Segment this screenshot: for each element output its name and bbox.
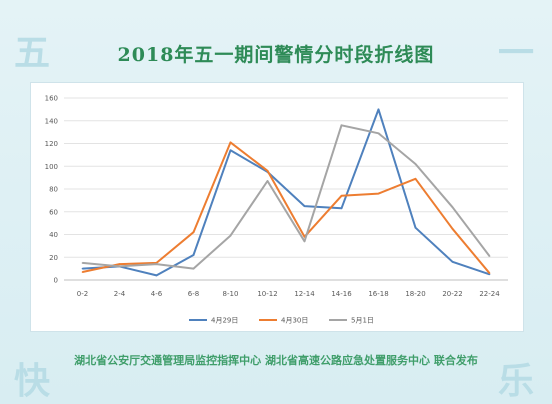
- legend-label-0: 4月29日: [211, 317, 238, 325]
- corner-char-yi: 一: [498, 32, 535, 74]
- data-point: [81, 271, 84, 273]
- data-point: [192, 231, 195, 234]
- x-tick-label: 6-8: [188, 290, 199, 298]
- y-tick-label: 100: [45, 163, 58, 171]
- data-point: [340, 124, 343, 127]
- data-point: [229, 149, 232, 152]
- x-tick-label: 18-20: [405, 290, 425, 298]
- data-point: [414, 177, 417, 180]
- series-line-1: [82, 141, 491, 274]
- y-tick-label: 80: [49, 186, 58, 194]
- corner-char-le: 乐: [498, 360, 535, 402]
- data-point: [340, 207, 343, 210]
- x-tick-label: 20-22: [442, 290, 462, 298]
- data-point: [377, 108, 380, 111]
- corner-char-kuai: 快: [14, 360, 51, 402]
- series-line-2: [82, 124, 491, 270]
- series-line-0: [82, 108, 490, 277]
- x-tick-label: 2-4: [114, 290, 126, 298]
- y-tick-label: 160: [45, 95, 58, 103]
- data-point: [451, 206, 454, 208]
- data-point: [488, 273, 491, 276]
- x-tick-label: 12-14: [294, 290, 315, 298]
- data-point: [229, 141, 232, 144]
- data-point: [118, 263, 121, 265]
- y-tick-label: 20: [49, 254, 58, 262]
- x-tick-label: 8-10: [223, 290, 239, 298]
- data-point: [229, 234, 232, 237]
- data-point: [192, 254, 195, 256]
- data-point: [155, 263, 158, 265]
- y-tick-label: 60: [49, 208, 58, 216]
- data-point: [192, 267, 195, 270]
- chart-title: 2018年五一期间警情分时段折线图: [117, 44, 435, 66]
- x-tick-label: 0-2: [77, 290, 88, 298]
- x-tick-label: 4-6: [151, 290, 163, 298]
- data-point: [340, 195, 343, 197]
- x-tick-label: 10-12: [257, 290, 277, 298]
- data-point: [266, 170, 269, 172]
- legend-label-2: 5月1日: [351, 317, 374, 325]
- y-tick-label: 40: [49, 231, 58, 239]
- data-point: [377, 132, 380, 135]
- corner-char-wu: 五: [14, 32, 51, 74]
- y-tick-label: 0: [54, 277, 58, 285]
- data-point: [81, 262, 84, 264]
- x-tick-label: 22-24: [479, 290, 500, 298]
- data-point: [488, 272, 491, 274]
- x-tick-label: 14-16: [331, 290, 352, 298]
- data-point: [377, 192, 380, 195]
- data-point: [266, 180, 269, 182]
- data-point: [303, 205, 306, 207]
- data-point: [414, 163, 417, 165]
- data-point: [414, 226, 417, 229]
- data-point: [81, 267, 84, 270]
- data-point: [451, 228, 454, 230]
- data-point: [303, 240, 306, 243]
- legend-label-1: 4月30日: [281, 317, 308, 325]
- data-point: [118, 265, 121, 268]
- chart-panel: [30, 82, 524, 332]
- data-point: [155, 274, 158, 277]
- y-tick-label: 140: [45, 117, 58, 125]
- data-point: [488, 255, 491, 257]
- x-tick-label: 16-18: [368, 290, 388, 298]
- data-point: [451, 261, 454, 263]
- y-tick-label: 120: [45, 140, 58, 148]
- footer-publisher: 湖北省公安厅交通管理局监控指挥中心 湖北省高速公路应急处置服务中心 联合发布: [74, 354, 478, 367]
